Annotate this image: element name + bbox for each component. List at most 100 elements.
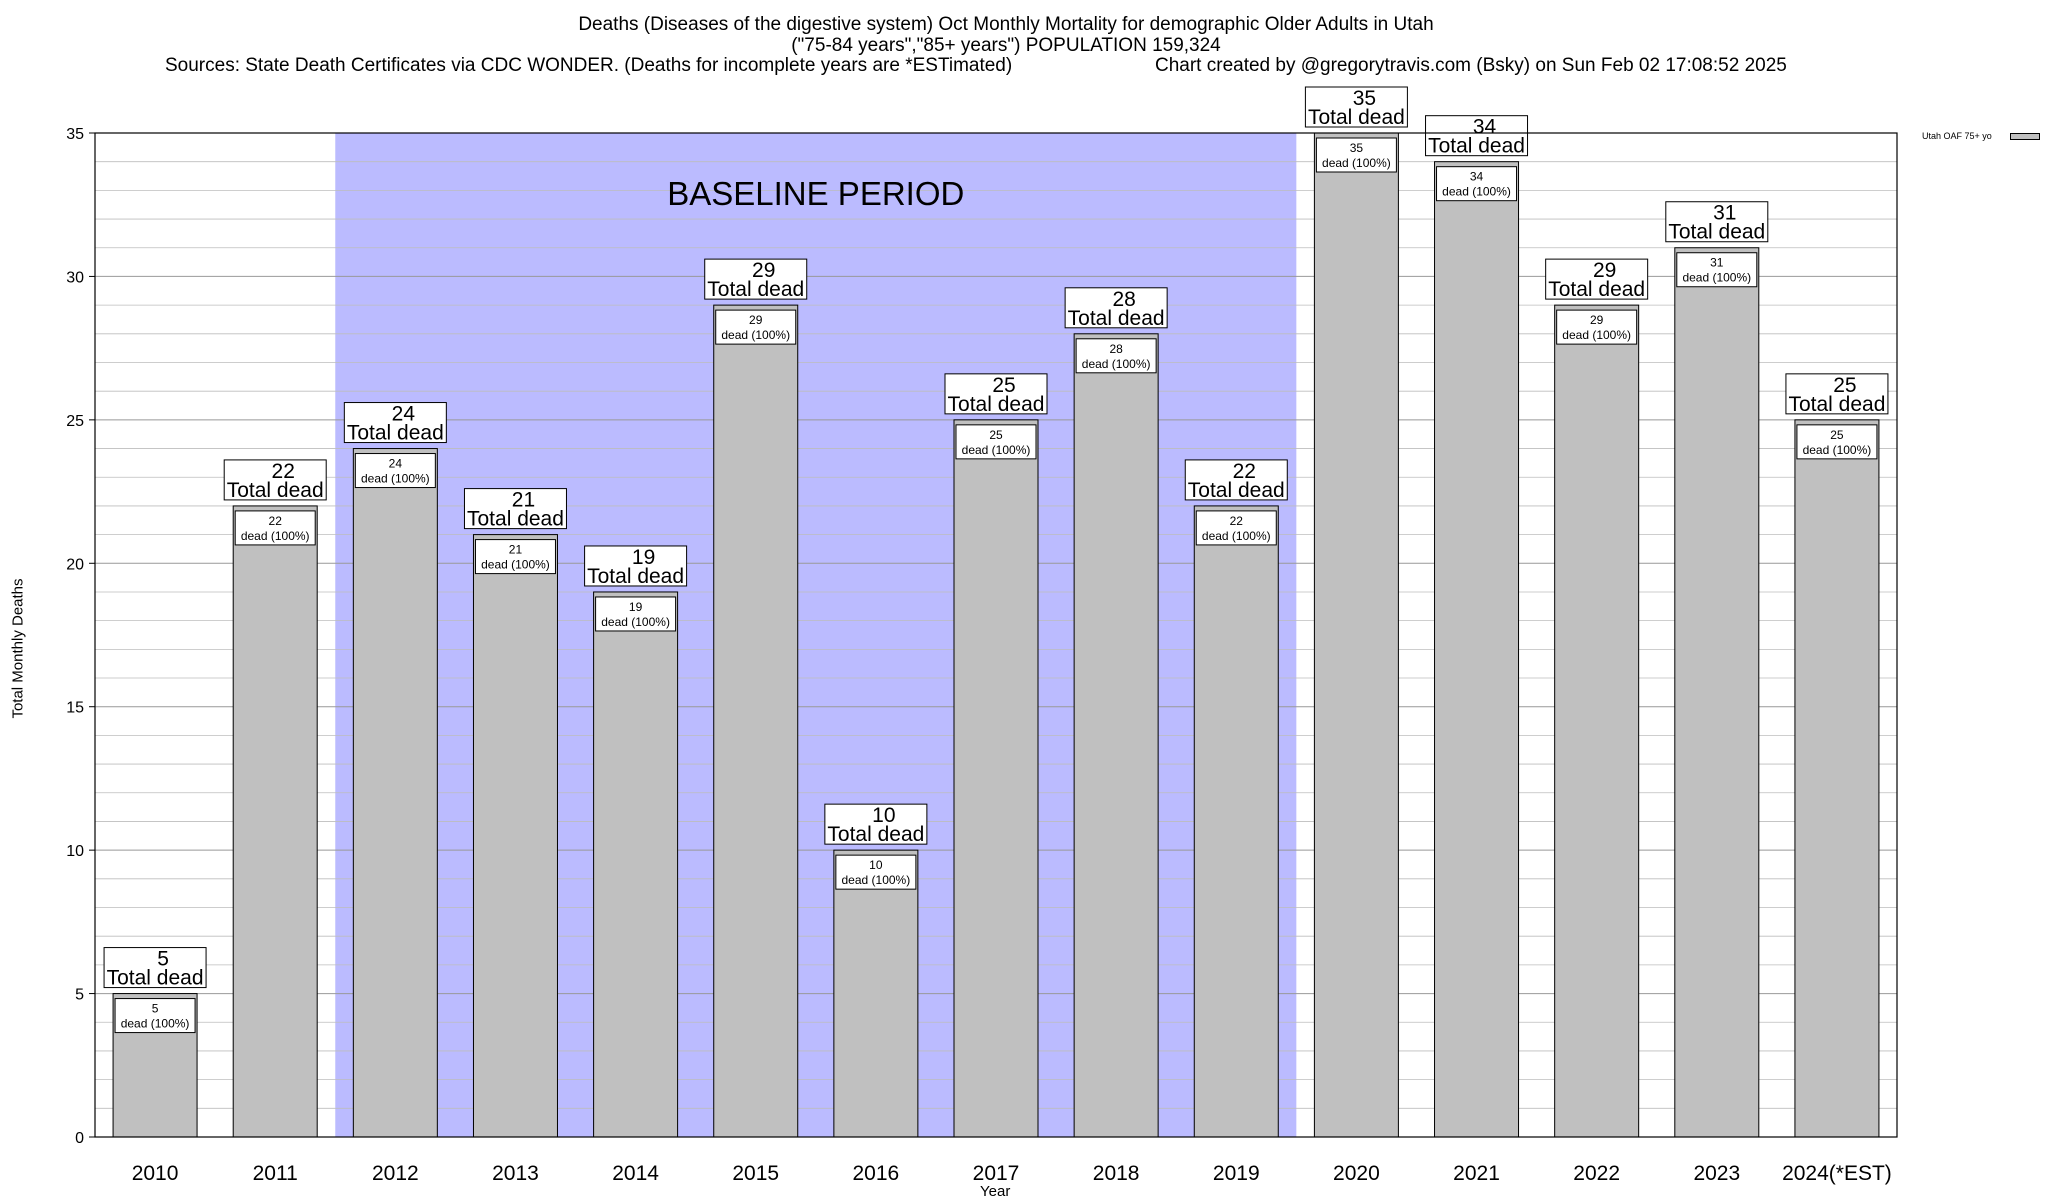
y-tick-label: 15 xyxy=(66,700,84,717)
total-label-box xyxy=(1665,201,1769,243)
x-tick-label: 2015 xyxy=(732,1162,779,1185)
bar xyxy=(713,304,799,1138)
bar-dead-label: dead (100%) xyxy=(361,472,430,486)
bar-value-label: 28 xyxy=(1109,342,1123,356)
bar-value-label: 21 xyxy=(509,543,523,557)
bar-label-box xyxy=(114,998,196,1034)
bar-label-box xyxy=(595,596,677,632)
total-value-label: 5 xyxy=(157,948,169,971)
total-label-box xyxy=(1425,115,1529,157)
x-tick-label: 2020 xyxy=(1333,1162,1380,1185)
x-tick-label: 2021 xyxy=(1453,1162,1500,1185)
legend-label: Utah OAF 75+ yo xyxy=(1922,131,1992,141)
plot-frame xyxy=(94,132,1898,1138)
bar xyxy=(472,534,558,1138)
total-label-box xyxy=(704,258,808,300)
sources-note: Sources: State Death Certificates via CD… xyxy=(165,55,1013,76)
bar xyxy=(1313,132,1399,1138)
total-dead-label: Total dead xyxy=(1668,221,1765,244)
bar xyxy=(1554,304,1640,1138)
total-value-label: 25 xyxy=(1833,374,1856,397)
total-value-label: 29 xyxy=(1593,259,1616,282)
total-value-label: 31 xyxy=(1713,202,1736,225)
bar-label-box xyxy=(1556,309,1638,345)
x-tick-label: 2024(*EST) xyxy=(1782,1162,1892,1185)
total-dead-label: Total dead xyxy=(227,479,324,502)
total-dead-label: Total dead xyxy=(1428,135,1525,158)
bar xyxy=(833,849,919,1138)
bar-dead-label: dead (100%) xyxy=(1082,357,1151,371)
total-label-box xyxy=(584,545,688,587)
total-dead-label: Total dead xyxy=(1068,307,1165,330)
total-dead-label: Total dead xyxy=(1308,106,1405,129)
total-label-box xyxy=(463,488,567,530)
y-axis-label: Total Monthly Deaths xyxy=(9,578,27,719)
x-tick-label: 2010 xyxy=(132,1162,179,1185)
total-value-label: 21 xyxy=(512,489,535,512)
total-value-label: 22 xyxy=(272,460,295,483)
bar xyxy=(593,591,679,1138)
bar-label-box xyxy=(1436,166,1518,202)
bar-value-label: 10 xyxy=(869,858,883,872)
y-tick-label: 10 xyxy=(66,843,84,860)
total-label-box xyxy=(343,402,447,444)
y-tick-label: 30 xyxy=(66,269,84,286)
legend-swatch xyxy=(2010,133,2040,140)
bar xyxy=(352,448,438,1138)
y-tick-label: 0 xyxy=(75,1130,84,1147)
bar-dead-label: dead (100%) xyxy=(842,873,911,887)
bar-dead-label: dead (100%) xyxy=(1202,529,1271,543)
bar-dead-label: dead (100%) xyxy=(721,328,790,342)
total-value-label: 35 xyxy=(1353,87,1376,110)
bar xyxy=(1434,161,1520,1138)
bar-label-box xyxy=(354,453,436,489)
chart-credit: Chart created by @gregorytravis.com (Bsk… xyxy=(1155,55,1787,76)
bar-label-box xyxy=(234,510,316,546)
total-label-box xyxy=(1304,86,1408,128)
bar-value-label: 22 xyxy=(1230,514,1244,528)
bar-label-box xyxy=(1796,424,1878,460)
x-tick-label: 2017 xyxy=(973,1162,1020,1185)
bar-value-label: 25 xyxy=(1830,428,1844,442)
bar-dead-label: dead (100%) xyxy=(1322,156,1391,170)
bar-dead-label: dead (100%) xyxy=(481,558,550,572)
total-value-label: 28 xyxy=(1112,288,1135,311)
bar-label-box xyxy=(1195,510,1277,546)
total-value-label: 19 xyxy=(632,546,655,569)
total-dead-label: Total dead xyxy=(948,393,1045,416)
chart-title: Deaths (Diseases of the digestive system… xyxy=(578,14,1434,35)
x-tick-label: 2023 xyxy=(1693,1162,1740,1185)
bar-dead-label: dead (100%) xyxy=(241,529,310,543)
total-value-label: 24 xyxy=(392,403,416,426)
y-tick-label: 25 xyxy=(66,413,84,430)
bar-value-label: 22 xyxy=(269,514,283,528)
bar-value-label: 19 xyxy=(629,600,643,614)
bar-dead-label: dead (100%) xyxy=(962,443,1031,457)
total-label-box xyxy=(1184,459,1288,501)
bar xyxy=(1073,333,1159,1138)
bar-value-label: 29 xyxy=(1590,313,1604,327)
bar-label-box xyxy=(955,424,1037,460)
bar-value-label: 29 xyxy=(749,313,763,327)
y-tick-label: 20 xyxy=(66,556,84,573)
bar-value-label: 24 xyxy=(389,457,403,471)
x-tick-label: 2022 xyxy=(1573,1162,1620,1185)
bar xyxy=(953,419,1039,1138)
total-value-label: 29 xyxy=(752,259,775,282)
x-tick-label: 2019 xyxy=(1213,1162,1260,1185)
y-tick-label: 5 xyxy=(75,987,84,1004)
x-tick-label: 2018 xyxy=(1093,1162,1140,1185)
total-dead-label: Total dead xyxy=(107,967,204,990)
baseline-label: BASELINE PERIOD xyxy=(667,175,964,212)
bar-label-box xyxy=(1676,252,1758,288)
bar-label-box xyxy=(474,539,556,575)
bar-dead-label: dead (100%) xyxy=(1682,271,1751,285)
y-tick-label: 35 xyxy=(66,126,84,143)
chart-subtitle: ("75-84 years","85+ years") POPULATION 1… xyxy=(791,35,1221,56)
bar-dead-label: dead (100%) xyxy=(121,1017,190,1031)
total-value-label: 22 xyxy=(1233,460,1256,483)
total-label-box xyxy=(1785,373,1889,415)
bar-value-label: 31 xyxy=(1710,256,1724,270)
bar-label-box xyxy=(1315,137,1397,173)
total-value-label: 25 xyxy=(992,374,1015,397)
